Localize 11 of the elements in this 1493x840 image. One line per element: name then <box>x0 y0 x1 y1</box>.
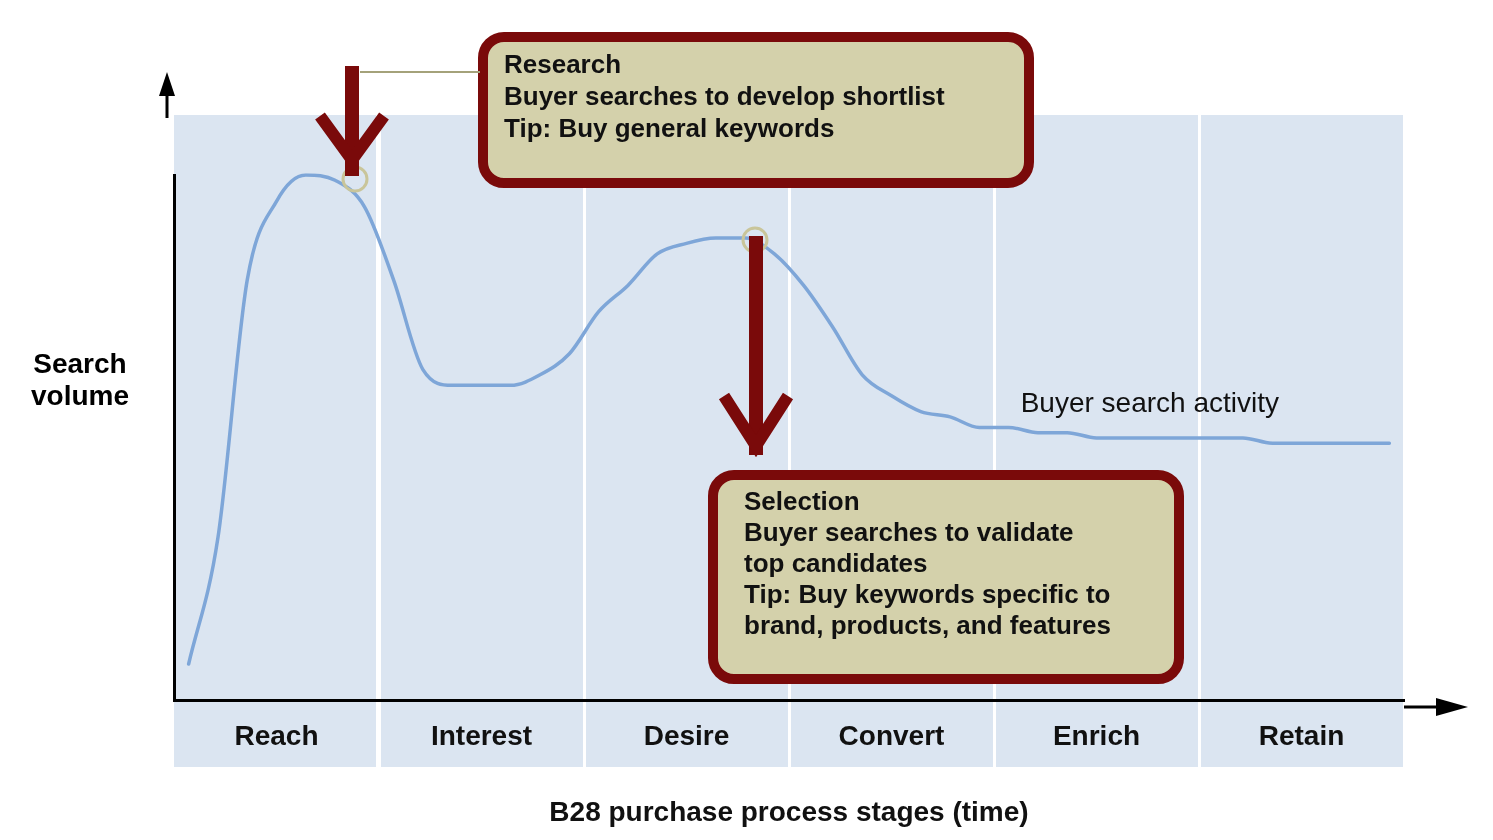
x-tick-label: Retain <box>1258 720 1345 752</box>
y-axis-title: Search volume <box>30 348 130 412</box>
x-tick-label: Enrich <box>1052 720 1141 752</box>
callout-box: Selection Buyer searches to validate top candidates Tip: Buy keywords specific to brand, products, and features <box>708 470 1184 684</box>
x-tick-label: Interest <box>430 720 533 752</box>
x-axis-title: B28 purchase process stages (time) <box>549 795 1029 827</box>
x-tick-label: Reach <box>234 720 319 752</box>
callout-box: Research Buyer searches to develop shortlist Tip: Buy general keywords <box>478 32 1034 188</box>
x-tick-label: Desire <box>643 720 730 752</box>
x-tick-label: Convert <box>838 720 945 752</box>
series-label: Buyer search activity <box>1020 386 1279 418</box>
